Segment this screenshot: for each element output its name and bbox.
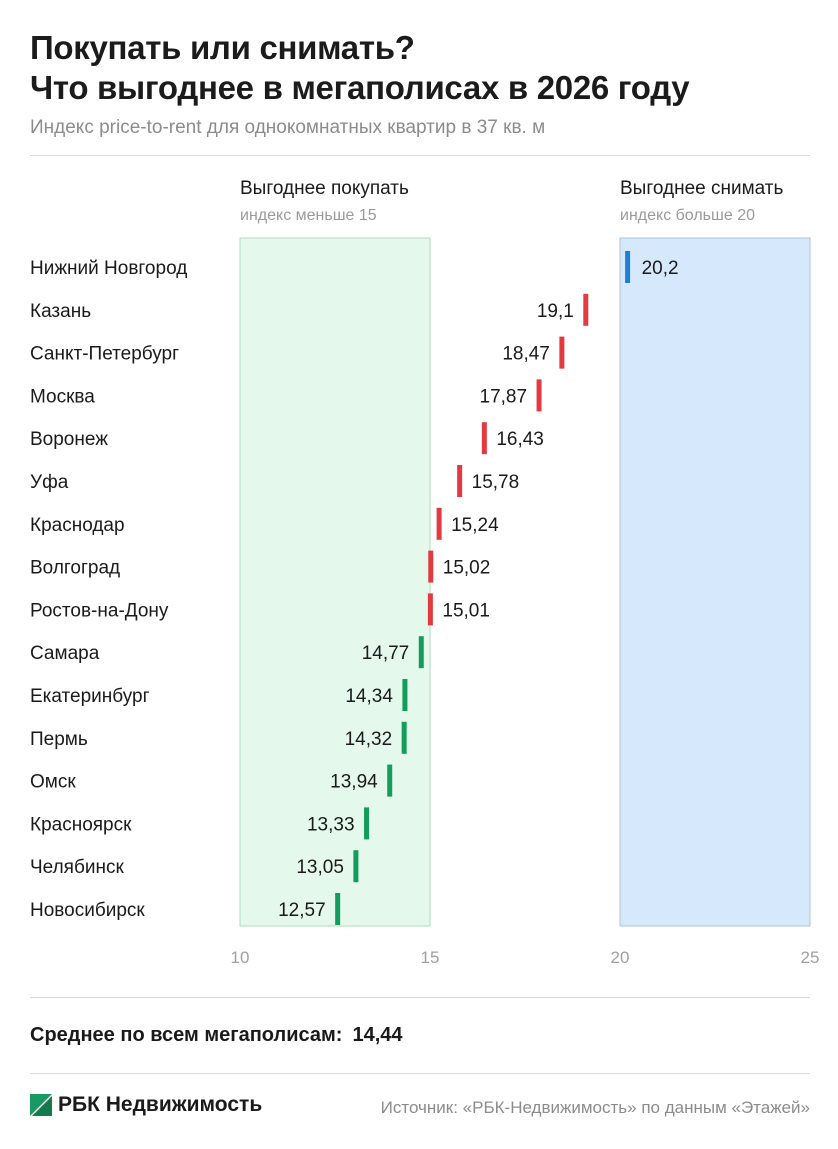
value-label: 13,94 — [330, 772, 378, 793]
x-tick-label: 15 — [421, 948, 440, 967]
value-label: 17,87 — [480, 386, 528, 407]
category-label: Челябинск — [30, 857, 124, 878]
source-note: Источник: «РБК-Недвижимость» по данным «… — [380, 1098, 810, 1117]
brand-name: РБК Недвижимость — [58, 1093, 263, 1116]
value-marker — [481, 422, 487, 455]
category-label: Екатеринбург — [30, 686, 150, 707]
value-label: 19,1 — [537, 301, 574, 322]
value-marker — [536, 379, 542, 412]
divider-middle — [30, 997, 810, 998]
x-tick-label: 10 — [231, 948, 250, 967]
category-label: Нижний Новгород — [30, 258, 187, 279]
value-label: 12,57 — [278, 900, 326, 921]
value-marker — [559, 336, 565, 369]
value-label: 13,05 — [296, 857, 344, 878]
value-label: 14,32 — [345, 729, 393, 750]
page-title: Покупать или снимать? Что выгоднее в мег… — [30, 28, 810, 108]
value-label: 15,24 — [451, 515, 499, 536]
value-marker — [457, 465, 463, 497]
value-label: 15,02 — [443, 558, 491, 579]
category-label: Уфа — [30, 472, 69, 493]
title-line-2: Что выгоднее в мегаполисах в 2026 году — [30, 69, 690, 106]
page-subtitle: Индекс price-to-rent для однокомнатных к… — [30, 117, 546, 138]
value-marker — [364, 807, 370, 840]
value-label: 14,77 — [362, 643, 410, 664]
category-label: Пермь — [30, 729, 88, 750]
zone-label-rent: Выгоднее снимать — [620, 178, 784, 199]
value-marker — [418, 636, 424, 669]
value-label: 18,47 — [502, 344, 550, 365]
price-to-rent-chart: Выгоднее покупать индекс меньше 15 Выгодне… — [30, 178, 820, 967]
value-label: 15,01 — [442, 600, 490, 621]
x-tick-label: 25 — [801, 948, 820, 967]
value-marker — [387, 764, 393, 797]
divider-top — [30, 155, 810, 156]
rbc-logo-icon — [30, 1094, 52, 1116]
average-value: 14,44 — [352, 1024, 403, 1046]
value-marker — [402, 679, 408, 711]
divider-bottom — [30, 1073, 810, 1074]
zone-label-buy: Выгоднее покупать — [240, 178, 409, 199]
value-label: 14,34 — [345, 686, 393, 707]
value-marker — [353, 850, 359, 883]
value-label: 20,2 — [642, 258, 679, 279]
zone-note-rent: индекс больше 20 — [620, 207, 755, 224]
category-label: Омск — [30, 772, 76, 793]
value-marker — [335, 893, 341, 925]
value-marker — [428, 550, 434, 583]
category-label: Волгоград — [30, 558, 120, 579]
category-label: Казань — [30, 301, 91, 322]
value-label: 13,33 — [307, 814, 355, 835]
value-marker — [583, 293, 589, 326]
category-label: Краснодар — [30, 515, 125, 536]
value-marker — [436, 507, 442, 540]
average-label: Среднее по всем мегаполисам: — [30, 1024, 343, 1046]
category-label: Новосибирск — [30, 900, 145, 921]
category-label: Санкт-Петербург — [30, 344, 179, 365]
category-label: Воронеж — [30, 429, 108, 450]
average-summary: Среднее по всем мегаполисам: 14,44 — [30, 1024, 403, 1047]
brand-logo: РБК Недвижимость — [30, 1093, 262, 1117]
zone-note-buy: индекс меньше 15 — [240, 207, 377, 224]
value-label: 16,43 — [496, 429, 544, 450]
zone-buy — [239, 237, 431, 927]
category-label: Ростов-на-Дону — [30, 600, 169, 621]
title-line-1: Покупать или снимать? — [30, 29, 415, 66]
value-marker — [427, 593, 433, 626]
category-label: Москва — [30, 386, 95, 407]
category-label: Самара — [30, 643, 100, 664]
value-marker — [625, 251, 631, 283]
category-label: Красноярск — [30, 814, 132, 835]
zone-rent — [619, 237, 811, 927]
value-label: 15,78 — [472, 472, 520, 493]
value-marker — [401, 721, 407, 754]
x-tick-label: 20 — [611, 948, 630, 967]
